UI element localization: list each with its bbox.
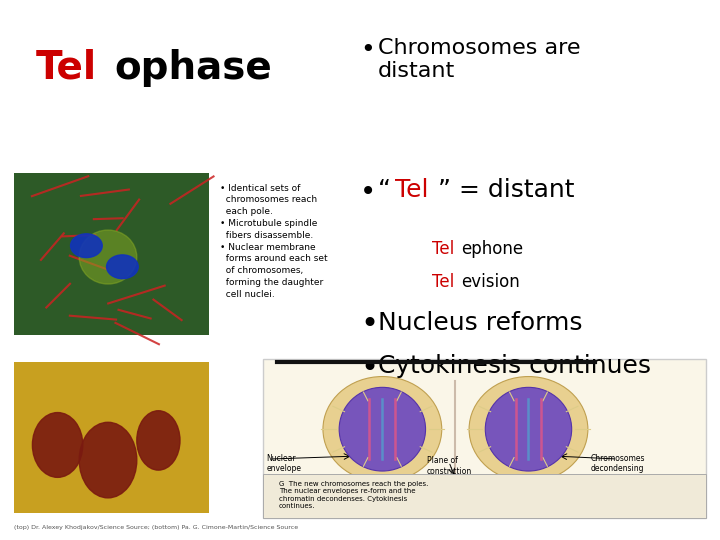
Text: evision: evision (461, 273, 519, 291)
Circle shape (71, 234, 102, 258)
Ellipse shape (323, 376, 442, 482)
Text: Tel: Tel (432, 273, 454, 291)
Text: Plane of
constriction: Plane of constriction (427, 456, 472, 476)
Text: Nucleus reforms: Nucleus reforms (378, 310, 582, 334)
Ellipse shape (32, 413, 83, 477)
Text: Tel: Tel (36, 49, 97, 86)
Ellipse shape (469, 376, 588, 482)
Text: Nuclear
envelope
forming: Nuclear envelope forming (266, 454, 302, 483)
Text: Cytokinesis continues: Cytokinesis continues (378, 354, 651, 377)
Ellipse shape (79, 230, 137, 284)
Text: ephone: ephone (461, 240, 523, 258)
Ellipse shape (485, 387, 572, 471)
Ellipse shape (339, 387, 426, 471)
FancyBboxPatch shape (263, 359, 706, 518)
Text: Chromosomes
decondensing: Chromosomes decondensing (590, 454, 645, 473)
FancyBboxPatch shape (14, 362, 209, 513)
Text: •: • (360, 354, 378, 383)
Text: •: • (360, 178, 377, 206)
FancyBboxPatch shape (263, 474, 706, 518)
FancyBboxPatch shape (14, 173, 209, 335)
Text: G  The new chromosomes reach the poles.
The nuclear envelopes re-form and the
ch: G The new chromosomes reach the poles. T… (279, 481, 428, 509)
Text: Tel: Tel (432, 240, 454, 258)
Text: ophase: ophase (115, 49, 273, 86)
Text: Chromosomes are
distant: Chromosomes are distant (378, 38, 580, 81)
Ellipse shape (79, 422, 137, 498)
Text: •: • (360, 310, 378, 340)
Text: • Identical sets of
  chromosomes reach
  each pole.
• Microtubule spindle
  fib: • Identical sets of chromosomes reach ea… (220, 184, 327, 299)
Circle shape (107, 255, 138, 279)
Text: (top) Dr. Alexey Khodjakov/Science Source; (bottom) Pa. G. Cimone-Martin/Science: (top) Dr. Alexey Khodjakov/Science Sourc… (14, 525, 299, 530)
Text: Tel: Tel (395, 178, 428, 202)
Text: •: • (360, 38, 374, 62)
Text: “: “ (378, 178, 391, 202)
Ellipse shape (137, 411, 180, 470)
Text: ” = distant: ” = distant (438, 178, 575, 202)
